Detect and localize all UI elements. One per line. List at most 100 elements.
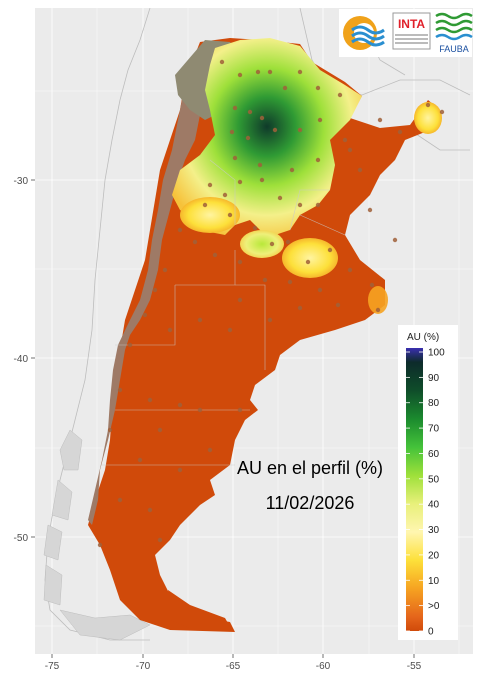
station-point xyxy=(192,239,198,245)
station-point xyxy=(255,69,261,75)
station-point xyxy=(245,135,251,141)
station-point xyxy=(117,497,123,503)
station-point xyxy=(227,212,233,218)
legend-label: 100 xyxy=(428,348,445,359)
station-point xyxy=(315,202,321,208)
legend-label: >0 xyxy=(428,601,440,612)
yellow-blob-misiones xyxy=(414,102,442,134)
legend: AU (%) 100 90 80 70 60 50 40 30 20 10 >0 0 xyxy=(398,325,458,640)
station-point xyxy=(97,542,103,548)
station-point xyxy=(392,237,398,243)
station-point xyxy=(157,537,163,543)
station-point xyxy=(212,252,218,258)
y-tick-label: -30 xyxy=(14,176,29,187)
legend-label: 50 xyxy=(428,474,440,485)
station-point xyxy=(289,167,295,173)
station-point xyxy=(177,467,183,473)
chile-islands xyxy=(43,429,151,641)
station-point xyxy=(207,182,213,188)
legend-label: 80 xyxy=(428,398,440,409)
station-point xyxy=(157,427,163,433)
station-point xyxy=(335,302,341,308)
legend-title: AU (%) xyxy=(407,332,439,343)
province-borders xyxy=(100,159,346,466)
station-point xyxy=(342,137,348,143)
station-point xyxy=(267,317,273,323)
map-title: AU en el perfil (%) xyxy=(237,458,383,478)
station-point xyxy=(317,287,323,293)
station-point xyxy=(277,195,283,201)
logos-box: INTA FAUBA xyxy=(339,9,473,57)
station-point xyxy=(317,117,323,123)
x-tick-labels: -75 -70 -65 -60 -55 xyxy=(45,661,422,672)
station-point xyxy=(147,507,153,513)
station-point xyxy=(259,177,265,183)
station-point xyxy=(202,202,208,208)
station-point xyxy=(347,147,353,153)
station-point xyxy=(305,259,311,265)
station-point xyxy=(247,109,253,115)
orange-blob-coast xyxy=(368,286,388,314)
tierra-del-fuego xyxy=(168,590,232,630)
station-point xyxy=(297,127,303,133)
station-point xyxy=(397,129,403,135)
station-point xyxy=(197,317,203,323)
station-point xyxy=(237,72,243,78)
y-tick-label: -50 xyxy=(14,533,29,544)
station-point xyxy=(257,162,263,168)
station-point xyxy=(297,305,303,311)
station-point xyxy=(232,155,238,161)
station-point xyxy=(315,157,321,163)
station-point xyxy=(197,407,203,413)
legend-labels: 100 90 80 70 60 50 40 30 20 10 >0 0 xyxy=(406,348,445,638)
x-tick-label: -60 xyxy=(316,661,331,672)
legend-label: 20 xyxy=(428,550,440,561)
station-point xyxy=(252,225,258,231)
station-point xyxy=(267,69,273,75)
y-tick-label: -40 xyxy=(14,354,29,365)
legend-label: 10 xyxy=(428,576,440,587)
north-wet-region xyxy=(172,38,362,235)
station-point xyxy=(177,227,183,233)
station-point xyxy=(347,267,353,273)
station-point xyxy=(377,117,383,123)
station-point xyxy=(297,69,303,75)
legend-label: 30 xyxy=(428,525,440,536)
station-point xyxy=(315,85,321,91)
inta-logo-text: INTA xyxy=(398,17,425,31)
x-tick-label: -55 xyxy=(407,661,422,672)
station-point xyxy=(337,92,343,98)
station-point xyxy=(425,102,431,108)
station-point xyxy=(147,397,153,403)
station-point xyxy=(137,457,143,463)
station-point xyxy=(207,447,213,453)
station-point xyxy=(269,241,275,247)
x-tick-label: -70 xyxy=(136,661,151,672)
fauba-logo-text: FAUBA xyxy=(439,44,469,54)
station-point xyxy=(369,282,375,288)
station-point xyxy=(152,287,158,293)
y-tick-labels: -30 -40 -50 xyxy=(14,176,29,544)
station-point xyxy=(107,427,113,433)
fauba-logo: FAUBA xyxy=(435,12,473,54)
legend-label: 60 xyxy=(428,449,440,460)
station-point xyxy=(177,402,183,408)
station-point xyxy=(167,327,173,333)
legend-label: 70 xyxy=(428,424,440,435)
legend-colorbar xyxy=(406,348,423,631)
station-point xyxy=(219,59,225,65)
station-point xyxy=(367,207,373,213)
legend-label: 90 xyxy=(428,373,440,384)
station-point xyxy=(259,115,265,121)
station-point xyxy=(282,85,288,91)
inta-logo: INTA xyxy=(392,12,431,50)
station-point xyxy=(237,407,243,413)
station-point xyxy=(357,167,363,173)
legend-label: 40 xyxy=(428,500,440,511)
station-point xyxy=(127,342,133,348)
station-point xyxy=(375,307,381,313)
yellow-blob-east xyxy=(282,238,338,278)
station-point xyxy=(227,327,233,333)
legend-label: 0 xyxy=(428,627,434,638)
